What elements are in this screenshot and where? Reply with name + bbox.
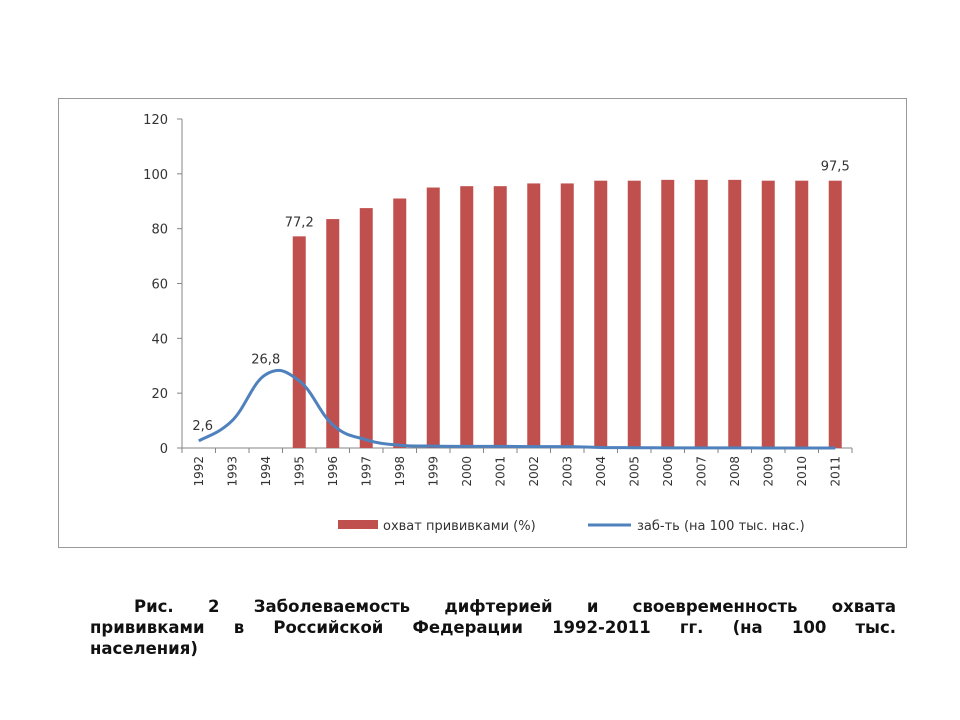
y-tick-label: 40 [151,332,168,347]
line-data-label: 26,8 [251,353,280,368]
line-point [667,447,668,448]
x-tick-label: 2005 [627,456,641,487]
line-point [567,446,568,447]
line-point [801,447,802,448]
bar-data-label: 97,5 [821,160,850,175]
x-tick-label: 2010 [795,456,809,487]
caption-line: населения) [90,639,198,658]
line-point [835,447,836,448]
bar [627,180,641,448]
caption-line: прививками в Российской Федерации 1992-2… [90,618,896,637]
line-point [734,447,735,448]
y-tick-label: 100 [143,168,168,183]
line-point [198,440,199,441]
x-tick-label: 2011 [828,456,842,487]
line-point [533,446,534,447]
line-point [433,446,434,447]
x-tick-label: 2000 [460,456,474,487]
y-tick-label: 80 [151,223,168,238]
bar [426,187,440,448]
bar [795,180,809,448]
y-tick-label: 60 [151,278,168,293]
line-point [701,447,702,448]
bar [527,183,541,448]
legend-bar-swatch [338,520,378,529]
bar [460,186,474,448]
line-point [399,445,400,446]
bar [493,186,507,448]
bar [359,208,373,448]
line-point [265,374,266,375]
line-point [299,380,300,381]
y-tick-label: 0 [160,442,168,457]
x-tick-label: 1992 [192,456,206,487]
legend-bar-label: охват прививками (%) [383,519,536,534]
caption-line: Рис. 2 Заболеваемость дифтерией и своевр… [134,597,896,616]
line-point [500,446,501,447]
x-tick-label: 2006 [661,456,675,487]
bar [661,179,675,448]
bar [694,179,708,448]
x-tick-label: 1994 [259,456,273,487]
x-tick-label: 2002 [527,456,541,487]
legend-line-label: заб-ть (на 100 тыс. нас.) [637,519,805,534]
bar [728,179,742,448]
bar [828,180,842,448]
x-tick-label: 1997 [359,456,373,487]
bar [594,180,608,448]
line-data-label: 2,6 [192,419,213,434]
x-tick-label: 1999 [426,456,440,487]
line-point [366,439,367,440]
x-tick-label: 1993 [225,456,239,487]
bar-data-label: 77,2 [285,215,314,230]
x-tick-label: 2003 [560,456,574,487]
x-tick-label: 2004 [594,456,608,487]
x-tick-label: 2008 [728,456,742,487]
x-tick-label: 1996 [326,456,340,487]
line-point [768,447,769,448]
bar [393,198,407,448]
y-tick-label: 120 [143,113,168,128]
bar [560,183,574,448]
x-tick-label: 2007 [694,456,708,487]
figure-caption: Рис. 2 Заболеваемость дифтерией и своевр… [90,596,896,659]
line-point [332,424,333,425]
line-point [634,447,635,448]
line-point [466,446,467,447]
bar [292,236,306,448]
x-tick-label: 1998 [393,456,407,487]
bar [761,180,775,448]
line-point [600,447,601,448]
x-tick-label: 1995 [292,456,306,487]
line-series-path [197,368,836,450]
plot-area: 0 20 40 60 80 100 120 1992 1993 1994 1995 1996 1997 1… [143,113,853,534]
line-point [232,420,233,421]
chart-svg: 0 20 40 60 80 100 120 1992 1993 1994 1995 1996 1997 1… [143,113,853,534]
x-tick-label: 2001 [493,456,507,487]
y-tick-label: 20 [151,387,168,402]
x-tick-label: 2009 [761,456,775,487]
bar [326,219,340,448]
chart-frame: 0 20 40 60 80 100 120 1992 1993 1994 1995 1996 1997 1… [58,98,907,548]
